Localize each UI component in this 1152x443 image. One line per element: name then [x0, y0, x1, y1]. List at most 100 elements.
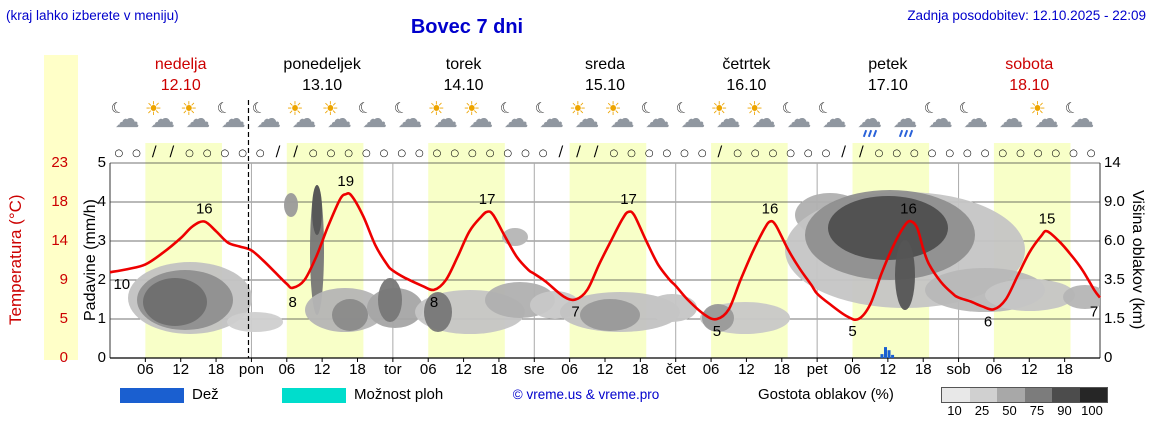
wind-calm-symbol: ○ [538, 148, 548, 159]
cloud-icon: ☁ [645, 104, 671, 133]
density-scale-value: 90 [1057, 403, 1072, 418]
day-header: petek 17.10 [817, 54, 958, 96]
x-tick-label: 06 [561, 361, 578, 378]
sun-cloud-icon: ☀ ☁ [427, 98, 464, 140]
wind-calm-symbol: ○ [980, 148, 990, 159]
day-header: sreda 15.10 [534, 54, 675, 96]
rain-bar [884, 347, 887, 358]
moon-cloud-icon: ☾ ☁ [497, 98, 535, 140]
wind-calm-symbol: ○ [1016, 148, 1025, 159]
wind-slash-symbol: / [576, 144, 581, 160]
cloud-icon: ☁ [715, 104, 741, 133]
cloud-density-scale [941, 387, 1108, 403]
day-date: 13.10 [302, 77, 343, 94]
precip-axis-tick: 0 [97, 349, 106, 366]
day-name: četrtek [722, 56, 771, 73]
day-header: četrtek 16.10 [676, 54, 817, 96]
moon-cloud-icon: ☾ ☁ [109, 98, 146, 140]
wind-calm-symbol: ○ [450, 148, 460, 159]
wind-calm-symbol: ○ [415, 148, 424, 159]
cloud-icon: ☁ [503, 104, 529, 133]
cloud-icon: ☁ [786, 104, 812, 133]
wind-slash-symbol: / [858, 144, 864, 160]
precip-axis-tick: 3 [97, 232, 106, 249]
density-scale-segment [997, 388, 1025, 402]
cloud-blob [828, 196, 948, 260]
precip-axis-tick: 4 [97, 193, 106, 210]
wind-slash-symbol: / [558, 144, 564, 160]
cloud-icon: ☁ [963, 104, 989, 133]
x-tick-label: 12 [879, 361, 897, 378]
x-tick-label: 18 [349, 361, 366, 378]
cloud-icon: ☁ [185, 104, 211, 133]
wind-calm-symbol: ○ [132, 148, 141, 159]
sun-cloud-icon: ☀ ☁ [710, 98, 747, 140]
x-tick-label: 12 [172, 361, 190, 378]
temp-axis-tick: 5 [59, 310, 68, 327]
cloud-density-legend-label: Gostota oblakov (%) [758, 386, 894, 403]
wind-slash-symbol: / [841, 144, 847, 160]
wind-slash-symbol: / [293, 144, 298, 160]
wind-calm-symbol: ○ [255, 148, 265, 159]
x-tick-label: sob [946, 361, 971, 378]
temperature-curve [109, 192, 1102, 322]
wind-calm-symbol: ○ [185, 148, 194, 159]
temp-value-label: 7 [1090, 304, 1098, 321]
wind-calm-symbol: ○ [892, 148, 902, 159]
rain-bar [880, 354, 884, 358]
day-date: 14.10 [443, 77, 484, 94]
sun-icon: ☀ [145, 98, 163, 120]
cloud-blob [227, 312, 283, 332]
x-tick-label: 06 [419, 361, 437, 378]
sun-icon: ☀ [1028, 98, 1046, 120]
wind-calm-symbol: ○ [627, 148, 636, 159]
x-tick-label: tor [384, 361, 402, 378]
day-name: sreda [584, 56, 625, 73]
wind-calm-symbol: ○ [768, 148, 778, 159]
location-menu-hint[interactable]: (kraj lahko izberete v meniju) [6, 8, 179, 23]
x-tick-label: 12 [455, 361, 472, 378]
moon-cloud-icon: ☾ ☁ [250, 98, 287, 140]
x-tick-label: pon [238, 361, 264, 378]
moon-cloud-icon: ☾ ☁ [1063, 98, 1100, 140]
x-tick-label: 18 [773, 361, 791, 378]
precip-axis-tick: 1 [97, 310, 106, 327]
wind-slash-symbol: / [717, 144, 723, 160]
day-date: 15.10 [584, 77, 626, 94]
wind-calm-symbol: ○ [750, 148, 760, 159]
x-tick-label: 12 [1020, 361, 1038, 378]
copyright-link[interactable]: © vreme.us & vreme.pro [512, 387, 660, 402]
temp-axis-tick: 23 [51, 154, 68, 171]
cloud-blob [985, 279, 1075, 311]
x-tick-label: 12 [738, 361, 755, 378]
day-header: sobota 18.10 [959, 54, 1100, 96]
density-scale-segment [1052, 388, 1080, 402]
temp-value-label: 15 [1039, 210, 1056, 227]
density-scale-segment [969, 388, 997, 402]
cloud-blob [424, 292, 452, 332]
sun-icon: ☀ [427, 98, 445, 120]
sun-icon: ☀ [710, 98, 728, 120]
cloud-icon: ☁ [432, 104, 458, 133]
sun-icon: ☀ [463, 98, 481, 120]
cloudh-axis-tick: 9.0 [1104, 193, 1125, 210]
cloud-icon: ☁ [751, 104, 777, 133]
x-tick-label: 06 [844, 361, 861, 378]
cloudh-axis-tick: 1.5 [1104, 310, 1125, 327]
density-scale-value: 100 [1081, 403, 1103, 418]
wind-calm-symbol: ○ [644, 148, 654, 159]
temp-axis-tick: 9 [59, 271, 68, 288]
cloud-blob [332, 299, 368, 331]
cloud-icon: ☁ [680, 104, 706, 133]
cloud-icon: ☁ [220, 104, 246, 133]
density-scale-segment [942, 388, 970, 402]
wind-calm-symbol: ○ [803, 148, 813, 159]
cloud-icon: ☁ [927, 104, 953, 133]
wind-calm-symbol: ○ [1086, 148, 1096, 159]
wind-slash-symbol: / [275, 144, 281, 160]
rain-legend-label: Dež [192, 386, 219, 403]
wind-calm-symbol: ○ [503, 148, 513, 159]
day-date: 18.10 [1009, 77, 1050, 94]
